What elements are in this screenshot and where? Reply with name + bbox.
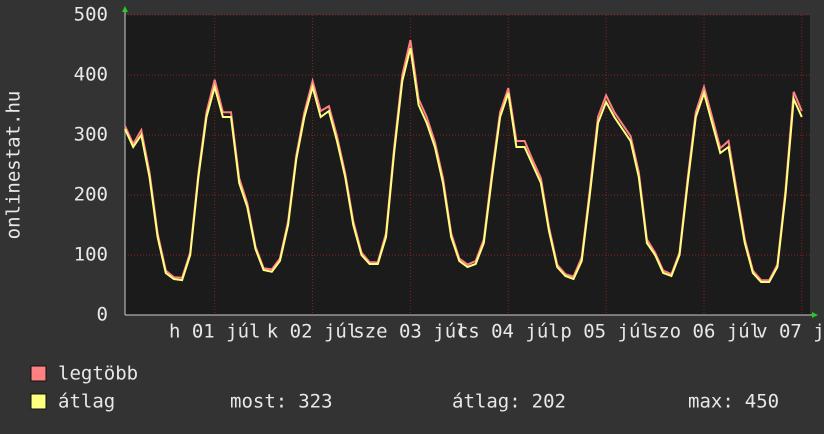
plot-area — [125, 15, 810, 315]
x-tick-label: p 05 júl — [560, 321, 652, 343]
x-tick-label: h 01 júl — [169, 321, 261, 343]
stat-label: átlag: — [452, 391, 521, 413]
stat-value: 323 — [298, 391, 332, 413]
series-line — [124, 47, 803, 283]
y-axis-label: onlinestat.hu — [3, 91, 25, 240]
stat-label: most: — [230, 391, 287, 413]
x-tick-label: szo 06 júl — [647, 321, 761, 343]
stat-value: 202 — [532, 391, 566, 413]
legend-swatch — [30, 393, 47, 410]
y-arrow — [122, 6, 128, 12]
y-tick-label: 200 — [74, 184, 108, 206]
stat-value: 450 — [745, 391, 779, 413]
x-tick-label: k 02 júl — [267, 321, 359, 343]
legend-swatch — [30, 365, 47, 382]
y-tick-label: 100 — [74, 244, 108, 266]
y-tick-label: 400 — [74, 64, 108, 86]
y-tick-label: 0 — [97, 304, 108, 326]
legend-label: átlag — [58, 391, 115, 413]
x-tick-label: cs 04 júl — [457, 321, 560, 343]
x-arrow — [812, 312, 818, 318]
y-tick-label: 300 — [74, 124, 108, 146]
x-tick-label: v 07 júl — [756, 321, 824, 343]
stat-label: max: — [688, 391, 734, 413]
x-tick-label: sze 03 júl — [353, 321, 467, 343]
y-tick-label: 500 — [74, 4, 108, 26]
legend-label: legtöbb — [58, 363, 138, 385]
